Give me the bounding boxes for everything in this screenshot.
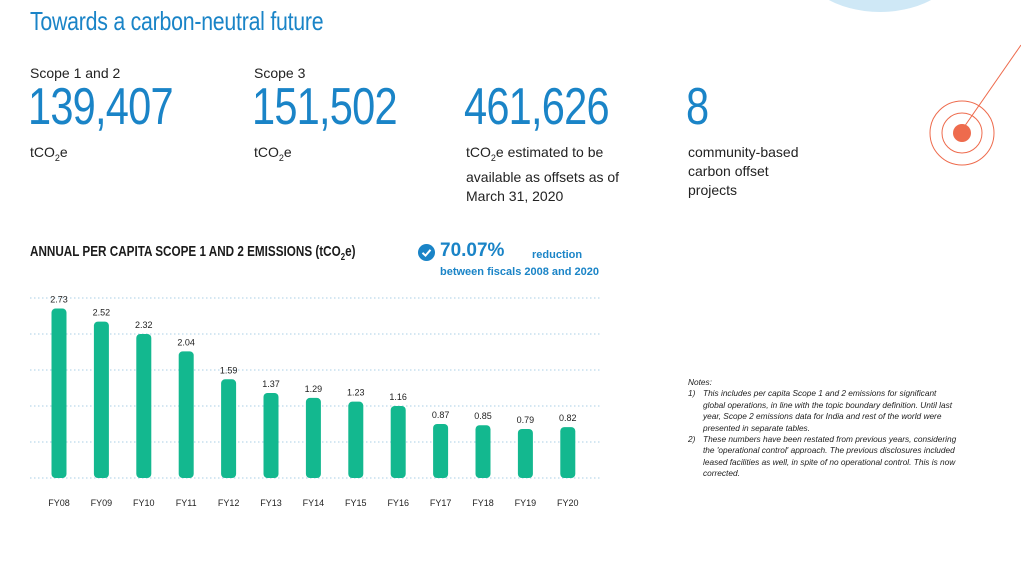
x-tick-label: FY09: [91, 498, 113, 508]
note-item: 2) These numbers have been restated from…: [688, 434, 958, 480]
metric-label: Scope 1 and 2: [30, 65, 121, 81]
bar: [517, 428, 533, 478]
reduction-line1: reduction: [532, 249, 583, 261]
data-label: 2.73: [50, 295, 68, 305]
data-label: 0.85: [474, 411, 492, 421]
x-tick-label: FY15: [345, 498, 367, 508]
target-center: [953, 124, 971, 142]
bar: [390, 406, 406, 478]
metric-unit: tCO2e: [30, 144, 68, 163]
data-label: 1.16: [389, 392, 407, 402]
x-tick-label: FY14: [303, 498, 325, 508]
x-tick-label: FY10: [133, 498, 155, 508]
bar: [136, 334, 152, 478]
target-outer-ring: [929, 100, 995, 166]
bar: [51, 308, 67, 478]
x-tick-label: FY08: [48, 498, 70, 508]
metric-label: Scope 3: [254, 65, 306, 81]
metric-unit: tCO2e: [254, 144, 292, 163]
reduction-percent: 70.07%: [440, 240, 505, 261]
note-item: 1) This includes per capita Scope 1 and …: [688, 388, 958, 434]
page-title: Towards a carbon-neutral future: [30, 6, 324, 36]
x-tick-label: FY20: [557, 498, 579, 508]
bar: [93, 321, 109, 478]
bar: [348, 401, 364, 478]
target-middle-ring: [941, 112, 983, 154]
data-label: 1.37: [262, 379, 280, 389]
chart-title: ANNUAL PER CAPITA SCOPE 1 AND 2 EMISSION…: [30, 243, 356, 263]
bar: [433, 424, 449, 478]
x-tick-label: FY11: [176, 498, 197, 508]
bar: [305, 397, 321, 478]
check-icon: [418, 244, 435, 261]
data-label: 1.59: [220, 365, 238, 375]
note-text: These numbers have been restated from pr…: [703, 434, 957, 479]
metric-value: 8: [686, 78, 709, 136]
data-label: 2.04: [177, 337, 195, 347]
data-label: 1.23: [347, 388, 365, 398]
bar: [475, 425, 491, 478]
note-number: 2): [688, 434, 696, 445]
x-tick-label: FY18: [472, 498, 494, 508]
data-label: 0.79: [517, 415, 535, 425]
decorative-blue-circle: [828, 0, 932, 12]
x-tick-label: FY13: [260, 498, 282, 508]
note-number: 1): [688, 388, 696, 399]
note-text: This includes per capita Scope 1 and 2 e…: [703, 388, 953, 433]
bar: [263, 392, 279, 478]
x-tick-label: FY19: [515, 498, 537, 508]
metric-unit: tCO2e estimated to be available as offse…: [466, 144, 620, 204]
bar: [560, 427, 576, 478]
notes: Notes: 1) This includes per capita Scope…: [688, 377, 958, 480]
data-label: 2.32: [135, 320, 153, 330]
reduction-line2: between fiscals 2008 and 2020: [440, 266, 599, 278]
x-tick-label: FY16: [387, 498, 409, 508]
data-label: 1.29: [305, 384, 323, 394]
data-label: 0.82: [559, 413, 577, 423]
metric-value: 461,626: [464, 78, 610, 136]
data-label: 2.52: [93, 308, 111, 318]
x-tick-label: FY17: [430, 498, 452, 508]
x-tick-label: FY12: [218, 498, 240, 508]
metric-value: 139,407: [28, 78, 174, 136]
metric-unit: community-based carbon offset projects: [688, 144, 799, 198]
data-label: 0.87: [432, 410, 450, 420]
bar: [178, 351, 194, 478]
bar: [221, 379, 237, 478]
metric-value: 151,502: [252, 78, 398, 136]
notes-heading: Notes:: [688, 377, 712, 387]
